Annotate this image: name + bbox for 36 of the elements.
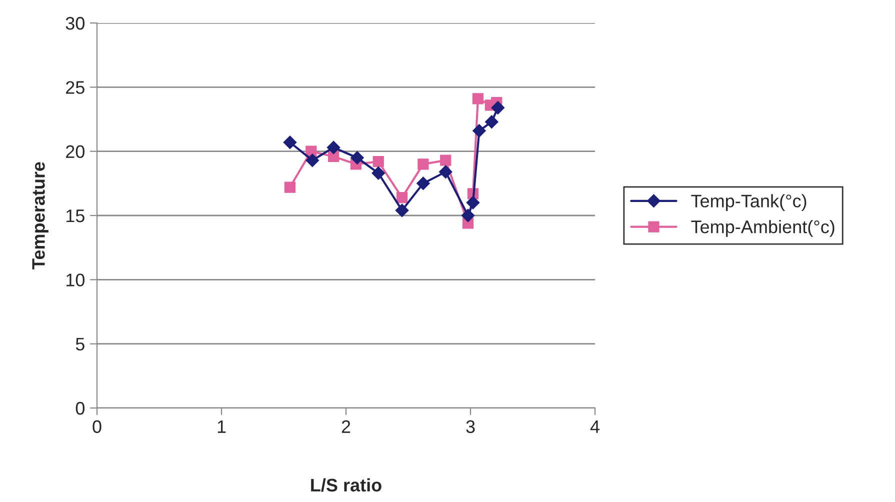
point xyxy=(326,140,340,154)
y-tick-label: 0 xyxy=(76,402,84,415)
point xyxy=(491,101,504,114)
y-tick-label: 30 xyxy=(66,16,84,30)
point xyxy=(416,176,430,190)
x-tick-label: 2 xyxy=(342,420,350,433)
point xyxy=(466,196,480,210)
y-axis-title: Temperature xyxy=(32,162,48,270)
point xyxy=(372,166,385,180)
point xyxy=(396,192,408,204)
legend-label: Temp-Ambient(°c) xyxy=(691,220,834,237)
point xyxy=(439,165,452,178)
x-axis-title: L/S ratio xyxy=(311,478,382,492)
x-tick-label: 3 xyxy=(466,420,475,434)
point xyxy=(461,208,475,222)
point xyxy=(306,154,319,167)
x-tick-label: 0 xyxy=(92,420,102,434)
point xyxy=(283,136,297,149)
point xyxy=(372,156,384,168)
y-tick-label: 25 xyxy=(66,81,84,94)
y-tick-label: 20 xyxy=(66,145,84,158)
x-tick-label: 1 xyxy=(218,420,226,433)
point xyxy=(284,182,296,193)
point xyxy=(328,150,340,162)
point xyxy=(472,93,484,104)
legend-label: Temp-Tank(°c) xyxy=(691,194,806,211)
point xyxy=(350,151,364,164)
y-tick-label: 5 xyxy=(76,338,84,351)
point xyxy=(395,204,409,217)
point xyxy=(418,158,429,170)
point xyxy=(485,115,498,128)
point xyxy=(440,154,452,166)
point xyxy=(472,124,486,138)
y-tick-label: 15 xyxy=(66,210,84,222)
x-tick-label: 4 xyxy=(590,420,600,433)
y-tick-label: 10 xyxy=(66,274,84,286)
